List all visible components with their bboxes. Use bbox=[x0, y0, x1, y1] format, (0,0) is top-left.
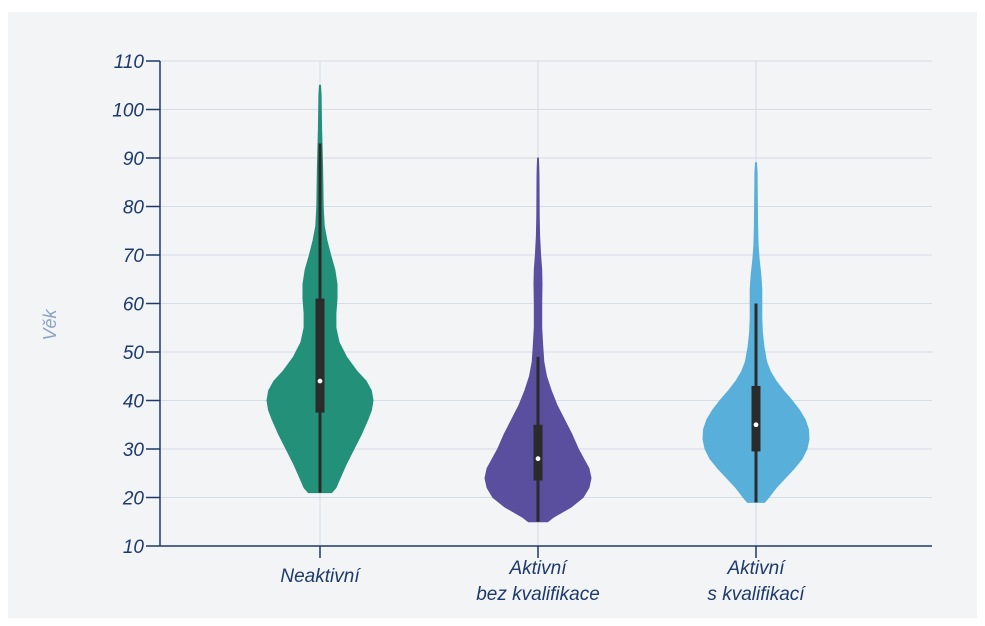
x-category-label: Aktivní bbox=[726, 558, 786, 579]
y-tick-label: 10 bbox=[123, 537, 145, 558]
y-axis-title: Věk bbox=[40, 308, 60, 340]
violin-iqr-2 bbox=[751, 385, 761, 452]
y-tick-label: 100 bbox=[112, 101, 144, 122]
violin-1 bbox=[484, 157, 592, 523]
y-tick-label: 110 bbox=[114, 52, 145, 73]
y-tick-label: 50 bbox=[123, 343, 145, 364]
y-tick-label: 40 bbox=[123, 392, 145, 413]
y-tick-label: 90 bbox=[123, 149, 145, 170]
x-category-label: Aktivní bbox=[508, 558, 568, 579]
violin-median-2 bbox=[753, 422, 759, 428]
x-category-label: Neaktivní bbox=[280, 566, 361, 587]
x-category-label: s kvalifikací bbox=[707, 584, 806, 605]
chart-background bbox=[8, 12, 977, 618]
violin-iqr-1 bbox=[533, 424, 543, 481]
axes: 10 20 30 40 50 60 70 80 90 100 110 Neaktivní Aktivní… bbox=[112, 52, 932, 605]
y-tick-label: 20 bbox=[122, 489, 145, 510]
violins bbox=[266, 84, 810, 523]
violin-median-1 bbox=[535, 456, 541, 462]
violin-iqr-0 bbox=[315, 298, 325, 413]
violin-median-0 bbox=[317, 378, 323, 384]
y-tick-label: 60 bbox=[123, 295, 145, 316]
y-tick-label: 80 bbox=[123, 198, 145, 219]
y-tick-label: 30 bbox=[123, 440, 145, 461]
x-category-label: bez kvalifikace bbox=[476, 584, 600, 605]
y-tick-label: 70 bbox=[123, 246, 145, 267]
